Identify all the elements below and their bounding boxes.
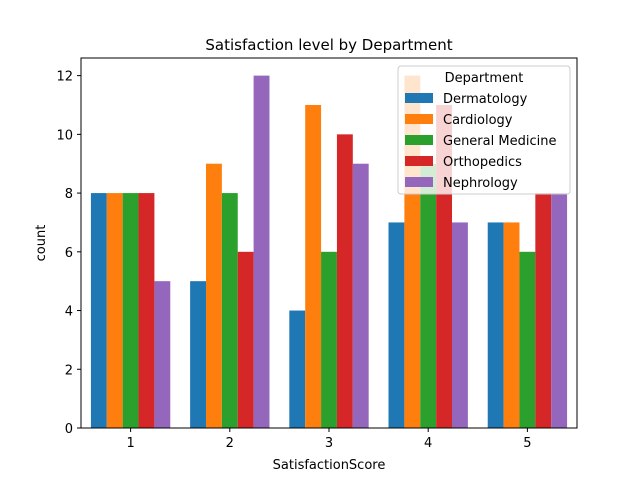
- bar-dermatology-score-4: [388, 222, 405, 428]
- bar-general-medicine-score-5: [519, 251, 536, 428]
- bar-orthopedics-score-3: [336, 134, 353, 428]
- x-tick-label: 5: [523, 436, 531, 451]
- x-tick-label: 1: [126, 436, 134, 451]
- bar-dermatology-score-3: [289, 310, 306, 428]
- bar-general-medicine-score-1: [122, 193, 139, 428]
- bar-dermatology-score-1: [90, 193, 107, 428]
- y-tick-label: 4: [65, 305, 73, 320]
- chart-title: Satisfaction level by Department: [205, 36, 452, 54]
- bar-general-medicine-score-3: [321, 251, 337, 428]
- bar-cardiology-score-2: [205, 163, 222, 428]
- x-tick-label: 3: [325, 436, 333, 451]
- bar-orthopedics-score-1: [138, 193, 155, 428]
- bar-general-medicine-score-2: [221, 193, 238, 428]
- legend-entry: Cardiology: [443, 113, 513, 128]
- bar-dermatology-score-5: [487, 222, 504, 428]
- x-tick-label: 4: [424, 436, 432, 451]
- legend-entry: General Medicine: [443, 134, 556, 149]
- legend-entry: Dermatology: [443, 92, 528, 107]
- bar-nephrology-score-2: [253, 75, 270, 428]
- y-tick-label: 8: [65, 187, 73, 202]
- y-tick-label: 12: [56, 70, 73, 85]
- bar-nephrology-score-4: [452, 222, 468, 428]
- bar-nephrology-score-1: [154, 281, 171, 428]
- plot-frame: [80, 57, 578, 429]
- bar-nephrology-score-3: [352, 163, 369, 428]
- legend: Department Dermatology Cardiology General M…: [397, 65, 571, 195]
- bar-general-medicine-score-4: [420, 163, 437, 428]
- x-tick-label: 2: [226, 436, 234, 451]
- legend-title: Department: [445, 71, 524, 86]
- legend-swatch: [405, 114, 433, 124]
- bar-cardiology-score-1: [106, 193, 123, 428]
- y-axis-label: count: [34, 225, 49, 262]
- y-tick-label: 0: [65, 422, 73, 437]
- x-axis: 1 2 3 4 5: [126, 428, 532, 451]
- legend-swatch: [405, 156, 433, 166]
- legend-entry: Orthopedics: [443, 155, 522, 170]
- y-axis: 0 2 4 6 8 10 12: [56, 70, 81, 437]
- legend-swatch: [405, 177, 433, 187]
- bar-orthopedics-score-5: [535, 193, 552, 428]
- legend-entry: Nephrology: [443, 176, 518, 191]
- y-tick-label: 6: [65, 246, 73, 261]
- bar-nephrology-score-5: [551, 193, 568, 428]
- y-tick-label: 2: [65, 363, 73, 378]
- y-tick-label: 10: [56, 128, 73, 143]
- bar-dermatology-score-2: [190, 281, 206, 428]
- bar-orthopedics-score-2: [237, 251, 254, 428]
- bar-cardiology-score-5: [503, 222, 520, 428]
- legend-swatch: [405, 135, 433, 145]
- legend-box: [397, 65, 571, 195]
- bar-cardiology-score-3: [305, 104, 322, 428]
- x-axis-label: SatisfactionScore: [273, 458, 386, 473]
- legend-swatch: [405, 93, 433, 103]
